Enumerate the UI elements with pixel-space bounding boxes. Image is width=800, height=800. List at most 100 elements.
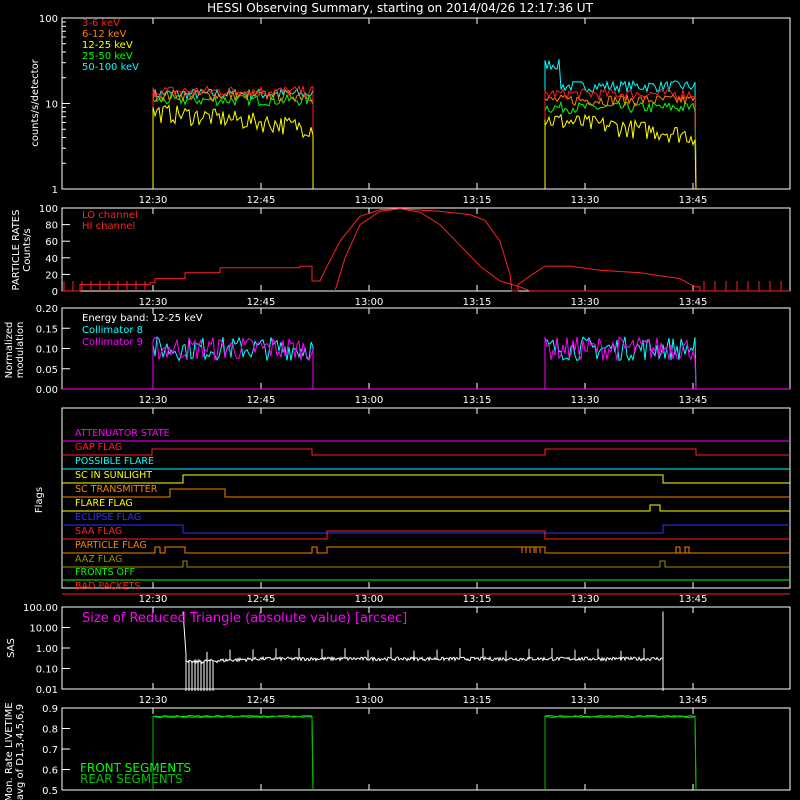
flags-y-axis-label: Flags: [34, 487, 45, 513]
flags-x-tick-label: 13:15: [463, 594, 492, 605]
particle-x-tick-label: 13:45: [679, 297, 708, 308]
flag-label: SC TRANSMITTER: [75, 484, 158, 495]
flag-label: GAP FLAG: [75, 442, 122, 453]
counts-y-tick-label: 100: [39, 14, 58, 25]
flag-line: [62, 474, 790, 484]
flag-label: BAD PACKETS: [75, 581, 141, 592]
particle-legend-entry: LO channel: [82, 210, 138, 221]
particle-y-tick-label: 60: [45, 237, 58, 248]
sas-x-tick-label: 13:00: [355, 695, 384, 706]
flags-x-tick-label: 12:45: [247, 594, 276, 605]
flag-line: [62, 546, 790, 554]
counts-legend-entry: 25-50 keV: [82, 51, 133, 62]
modulation-x-tick-label: 13:00: [355, 395, 384, 406]
livetime-y-tick-label: 0.8: [42, 725, 58, 736]
modulation-series-line: [62, 336, 790, 390]
particle-x-tick-label: 12:45: [247, 297, 276, 308]
modulation-x-tick-label: 12:30: [139, 395, 168, 406]
modulation-x-tick-label: 12:45: [247, 395, 276, 406]
livetime-y-tick-label: 0.5: [42, 786, 58, 797]
modulation-y-tick-label: 0.20: [36, 304, 58, 315]
flag-line: [62, 524, 790, 534]
flags-x-tick-label: 13:00: [355, 594, 384, 605]
modulation-y-tick-label: 0.05: [36, 365, 58, 376]
counts-series-line: [152, 89, 697, 190]
flag-label: SAA FLAG: [75, 526, 122, 537]
modulation-x-tick-label: 13:30: [571, 395, 600, 406]
particle-x-tick-label: 12:30: [139, 297, 168, 308]
flag-label: ECLIPSE FLAG: [75, 512, 141, 523]
particle-y-tick-label: 100: [39, 204, 58, 215]
livetime-y-tick-label: 0.7: [42, 745, 58, 756]
flags-x-tick-label: 13:45: [679, 594, 708, 605]
sas-y-tick-label: 1.00: [36, 644, 58, 655]
modulation-y-tick-label: 0.15: [36, 324, 58, 335]
particle-x-tick-label: 13:15: [463, 297, 492, 308]
flag-label: FRONTS OFF: [75, 567, 135, 578]
sas-x-tick-label: 12:45: [247, 695, 276, 706]
counts-series-line: [152, 84, 697, 190]
sas-x-tick-label: 12:30: [139, 695, 168, 706]
modulation-y-tick-label: 0.10: [36, 345, 58, 356]
modulation-x-tick-label: 13:45: [679, 395, 708, 406]
flag-label: ATTENUATOR STATE: [75, 428, 170, 439]
particle-y-tick-label: 40: [45, 254, 58, 265]
counts-x-tick-label: 12:45: [247, 195, 276, 206]
particle-lo-channel-line: [62, 208, 790, 292]
chart-title: HESSI Observing Summary, starting on 201…: [207, 1, 593, 15]
sas-y-tick-label: 100.00: [23, 603, 58, 614]
flag-label: POSSIBLE FLARE: [75, 456, 154, 467]
modulation-legend-entry: Collimator 9: [82, 337, 143, 348]
counts-legend-entry: 6-12 keV: [82, 29, 126, 40]
sas-y-tick-label: 0.01: [36, 685, 58, 696]
sas-x-tick-label: 13:15: [463, 695, 492, 706]
flag-line: [62, 530, 790, 540]
livetime-series-line: [152, 715, 697, 791]
counts-series-line: [152, 93, 697, 190]
particle-y-axis-label: PARTICLE RATES: [11, 210, 22, 291]
flags-frame: [61, 407, 791, 589]
counts-legend-entry: 3-6 keV: [82, 18, 120, 29]
flag-line: [62, 504, 790, 512]
flags-x-tick-label: 12:30: [139, 594, 168, 605]
counts-x-tick-label: 13:45: [679, 195, 708, 206]
modulation-y-axis-label: modulation: [15, 322, 26, 379]
counts-x-tick-label: 13:15: [463, 195, 492, 206]
sas-y-axis-label: SAS: [6, 638, 17, 658]
livetime-legend-entry: FRONT SEGMENTS: [80, 761, 191, 775]
flag-line: [62, 488, 790, 498]
particle-x-tick-label: 13:00: [355, 297, 384, 308]
counts-x-tick-label: 12:30: [139, 195, 168, 206]
particle-frame: [61, 207, 791, 292]
flag-label: PARTICLE FLAG: [75, 540, 147, 551]
flag-line: [62, 448, 790, 456]
particle-y-tick-label: 80: [45, 221, 58, 232]
livetime-y-tick-label: 0.6: [42, 766, 58, 777]
sas-annotation: Size of Reduced Triangle (absolute value…: [82, 611, 407, 626]
sas-y-tick-label: 10.00: [29, 624, 58, 635]
counts-series-line: [152, 104, 697, 190]
particle-y-axis-label: Counts/s: [22, 228, 33, 272]
livetime-y-axis-label: avg of D1,3,4,5,6,9: [15, 704, 26, 800]
modulation-x-tick-label: 13:15: [463, 395, 492, 406]
livetime-series-line: [152, 715, 697, 791]
livetime-y-axis-label: Mon. Rate LIVETIME: [4, 702, 15, 800]
flag-line: [62, 560, 790, 568]
counts-y-tick-label: 10: [45, 100, 58, 111]
modulation-y-axis-label: Normalized: [4, 322, 15, 379]
modulation-series-line: [62, 336, 790, 390]
counts-legend-entry: 12-25 keV: [82, 40, 133, 51]
sas-x-tick-label: 13:30: [571, 695, 600, 706]
flags-x-tick-label: 13:30: [571, 594, 600, 605]
particle-legend-entry: HI channel: [82, 221, 135, 232]
particle-hi-channel-line: [334, 208, 790, 292]
particle-y-tick-label: 0: [52, 287, 58, 298]
livetime-y-tick-label: 0.9: [42, 704, 58, 715]
modulation-y-tick-label: 0.00: [36, 385, 58, 396]
counts-y-tick-label: 1: [52, 185, 58, 196]
sas-y-tick-label: 0.10: [36, 665, 58, 676]
counts-x-tick-label: 13:00: [355, 195, 384, 206]
livetime-legend-entry: REAR SEGMENTS: [80, 772, 183, 786]
